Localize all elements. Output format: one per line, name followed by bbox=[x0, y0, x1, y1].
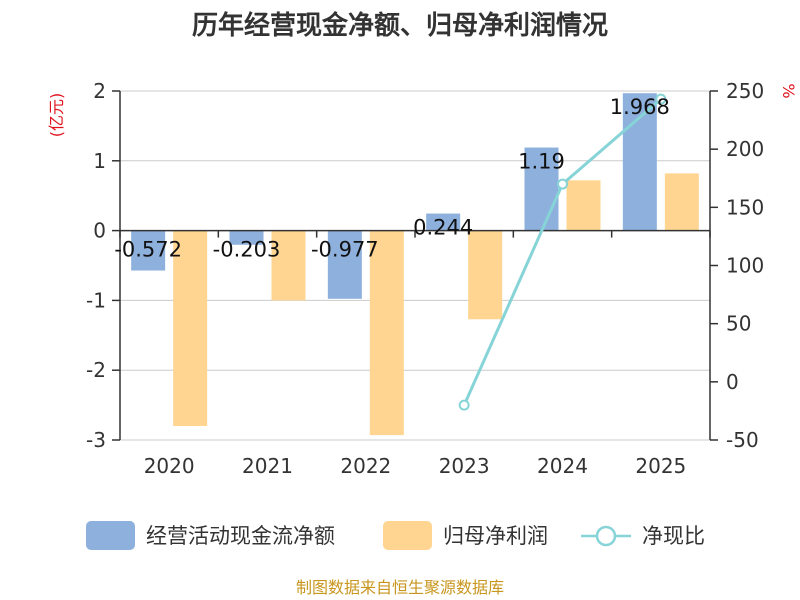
right-tick-label-0: 250 bbox=[726, 79, 764, 103]
right-tick-label-1: 200 bbox=[726, 137, 764, 161]
bar-profit-2022 bbox=[369, 230, 404, 436]
bar-profit-2025 bbox=[664, 173, 699, 231]
bar-profit-2020 bbox=[173, 230, 208, 427]
ratio-point-2024 bbox=[557, 178, 568, 190]
data-label-2022: -0.977 bbox=[311, 238, 379, 262]
data-label-2020: -0.572 bbox=[114, 238, 182, 262]
gridlines bbox=[120, 90, 710, 441]
right-axis-unit: % bbox=[779, 83, 798, 98]
left-tick-label-2: 0 bbox=[93, 219, 106, 243]
x-tick-label-2: 2022 bbox=[340, 454, 391, 478]
x-tick-label-1: 2021 bbox=[242, 454, 293, 478]
data-label-2021: -0.203 bbox=[213, 238, 281, 262]
left-tick-label-1: 1 bbox=[93, 149, 106, 173]
left-tick-label-0: 2 bbox=[93, 79, 106, 103]
legend-swatch-cashflow[interactable] bbox=[86, 521, 135, 550]
chart-title: 历年经营现金净额、归母净利润情况 bbox=[192, 10, 608, 41]
data-label-2025: 1.968 bbox=[610, 95, 670, 119]
right-tick-label-2: 150 bbox=[726, 195, 764, 219]
legend-label-ratio[interactable]: 净现比 bbox=[642, 524, 705, 548]
bar-cashflow-2024 bbox=[524, 147, 559, 231]
ratio-point-2023 bbox=[458, 399, 470, 411]
bar-profit-2021 bbox=[271, 230, 306, 301]
right-tick-label-3: 100 bbox=[726, 254, 764, 278]
legend-label-profit[interactable]: 归母净利润 bbox=[443, 524, 548, 548]
bar-marks bbox=[131, 93, 699, 436]
bar-profit-2023 bbox=[468, 230, 503, 320]
bar-profit-2024 bbox=[566, 180, 601, 231]
legend-swatch-profit[interactable] bbox=[383, 521, 432, 550]
data-label-2023: 0.244 bbox=[413, 216, 473, 240]
x-tick-label-4: 2024 bbox=[537, 454, 588, 478]
right-tick-label-6: -50 bbox=[726, 428, 759, 452]
ratio-point-2025 bbox=[655, 93, 667, 105]
left-tick-label-4: -2 bbox=[86, 358, 106, 382]
bar-cashflow-2023 bbox=[426, 213, 461, 231]
bar-cashflow-2020 bbox=[131, 230, 166, 271]
data-label-2024: 1.19 bbox=[518, 150, 565, 174]
right-tick-label-5: 0 bbox=[726, 370, 739, 394]
legend: 经营活动现金流净额 归母净利润 净现比 bbox=[86, 521, 705, 550]
left-axis-unit: (亿元) bbox=[47, 93, 66, 138]
bar-cashflow-2021 bbox=[229, 230, 264, 245]
line-marks bbox=[458, 93, 667, 411]
x-tick-label-5: 2025 bbox=[635, 454, 686, 478]
axes bbox=[112, 90, 718, 441]
data-labels: -0.572 -0.203 -0.977 0.244 1.19 1.968 bbox=[114, 95, 670, 261]
tick-labels: 2 1 0 -1 -2 -3 250 200 150 100 50 0 -50 2020 2021 2022 2… bbox=[86, 79, 764, 478]
legend-marker-ratio[interactable] bbox=[595, 525, 617, 547]
legend-label-cashflow[interactable]: 经营活动现金流净额 bbox=[146, 524, 335, 548]
bar-cashflow-2022 bbox=[327, 230, 362, 299]
x-tick-label-0: 2020 bbox=[144, 454, 195, 478]
source-note: 制图数据来自恒生聚源数据库 bbox=[296, 578, 504, 597]
right-tick-label-4: 50 bbox=[726, 312, 751, 336]
left-tick-label-5: -3 bbox=[86, 428, 106, 452]
x-tick-label-3: 2023 bbox=[439, 454, 490, 478]
left-tick-label-3: -1 bbox=[86, 288, 106, 312]
